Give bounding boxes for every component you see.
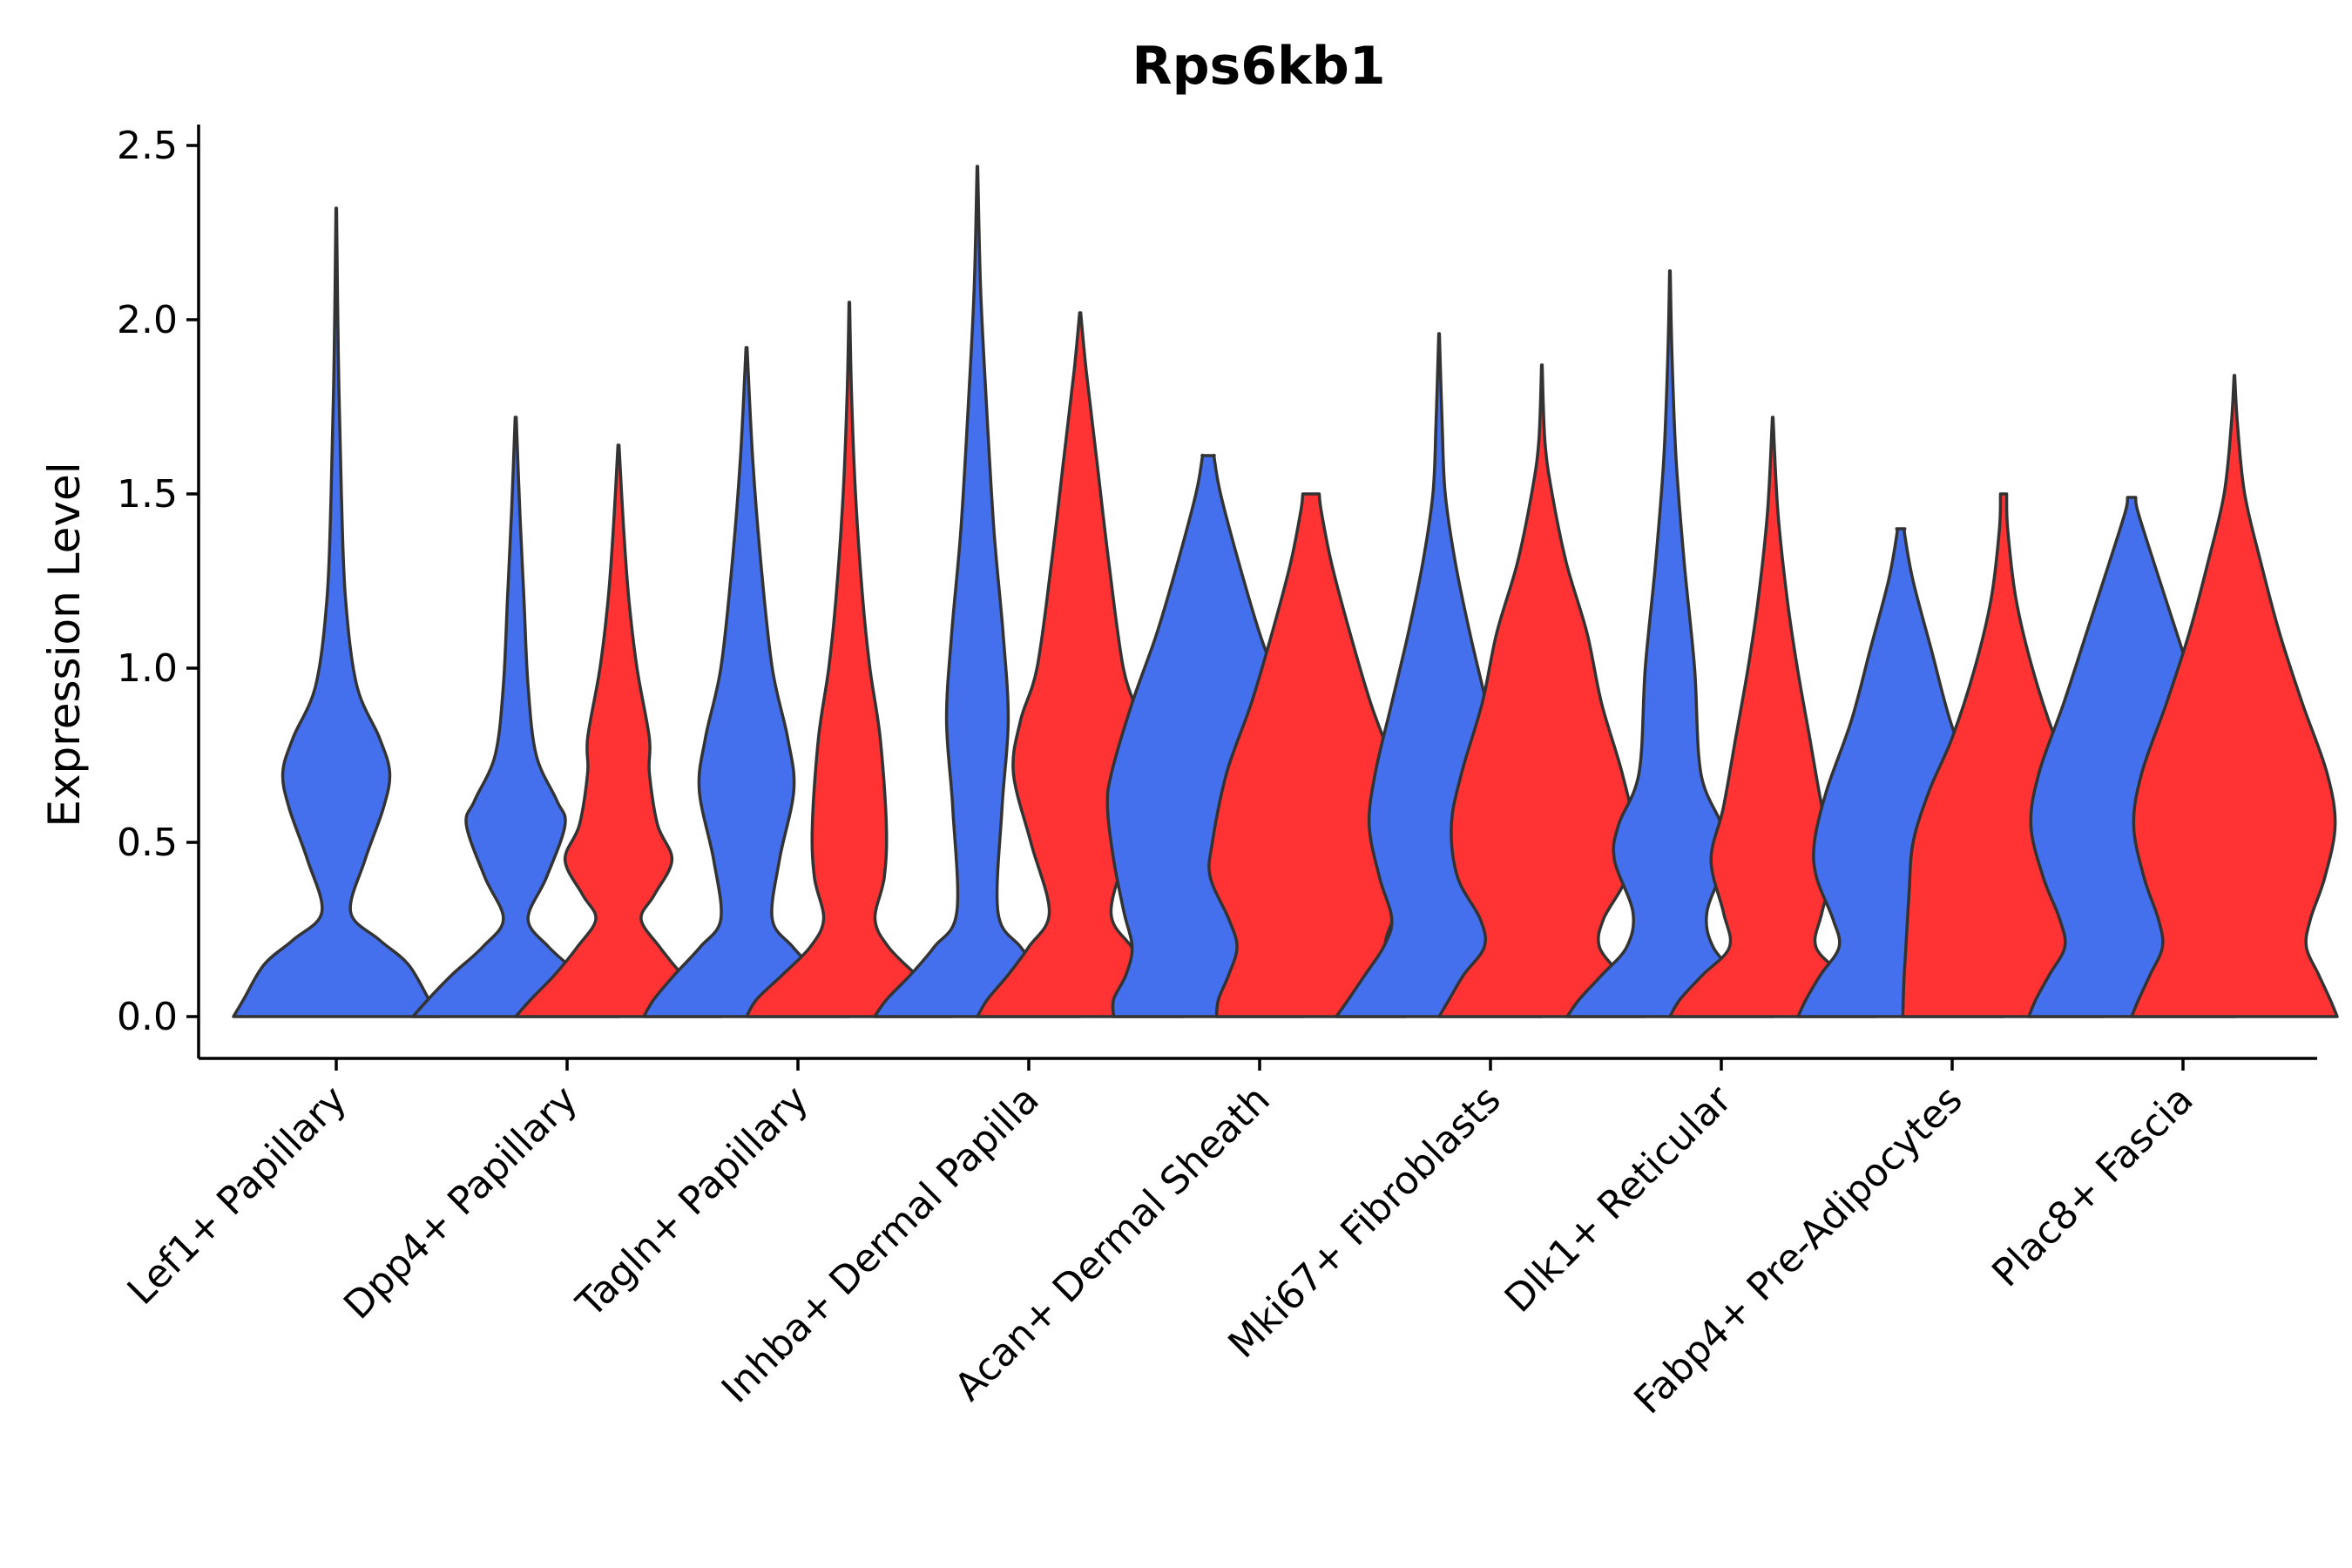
y-tick-label: 1.5 <box>117 472 178 517</box>
y-tick-label: 2.5 <box>117 124 178 168</box>
chart-title: Rps6kb1 <box>1132 36 1385 97</box>
violin-9-group-2 <box>2130 374 2339 1018</box>
y-tick-label: 1.0 <box>117 646 178 691</box>
y-tick-label: 2.0 <box>117 298 178 342</box>
x-tick-label: Tagln+ Papillary <box>568 1078 817 1327</box>
violin-6-group-2 <box>1437 363 1646 1018</box>
violin-3-group-2 <box>745 301 954 1018</box>
violin-3-group-1 <box>642 346 851 1018</box>
x-tick-label: Dlk1+ Reticular <box>1497 1077 1741 1321</box>
x-tick-label: Dpp4+ Papillary <box>335 1078 586 1328</box>
x-tick-label: Plac8+ Fascia <box>1984 1078 2202 1296</box>
violin-1-group-1 <box>232 206 441 1018</box>
violin-2-group-1 <box>411 416 620 1018</box>
violin-2-group-2 <box>514 443 723 1018</box>
violin-4-group-1 <box>873 165 1082 1018</box>
y-tick-label: 0.5 <box>117 821 178 865</box>
violin-layer <box>232 165 2339 1018</box>
y-tick-label: 0.0 <box>117 995 178 1039</box>
x-tick-label: Lef1+ Papillary <box>119 1078 355 1314</box>
y-axis-title: Expression Level <box>39 462 90 827</box>
